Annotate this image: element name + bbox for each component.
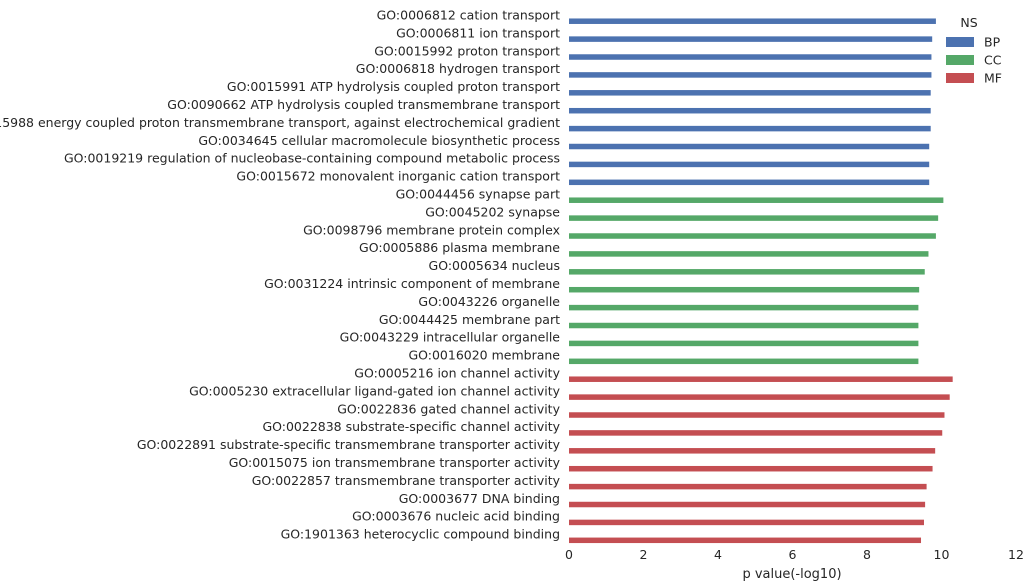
legend-title: NS — [960, 15, 977, 30]
legend-swatch — [946, 55, 974, 65]
bar — [569, 394, 950, 400]
bar — [569, 358, 919, 365]
legend-label: BP — [984, 35, 1001, 50]
legend-label: CC — [984, 53, 1002, 68]
category-label: GO:0005886 plasma membrane — [359, 240, 560, 255]
category-label: GO:0015992 proton transport — [374, 43, 560, 58]
bar — [569, 161, 930, 168]
bar — [569, 465, 933, 472]
category-label: GO:0015991 ATP hydrolysis coupled proton… — [227, 79, 560, 94]
category-label: GO:0003676 nucleic acid binding — [352, 509, 560, 524]
category-label: GO:0043229 intracellular organelle — [340, 330, 561, 345]
category-label: GO:0043226 organelle — [418, 294, 560, 309]
x-tick-label: 12 — [1008, 547, 1024, 562]
x-tick-label: 0 — [565, 547, 573, 562]
bar — [569, 143, 930, 150]
x-tick-label: 8 — [863, 547, 871, 562]
x-axis-title: p value(-log10) — [742, 567, 841, 582]
legend: NS BP CC MF — [946, 15, 1002, 86]
bars-layer — [569, 18, 953, 544]
bar — [569, 251, 929, 257]
x-tick-label: 6 — [789, 547, 797, 562]
x-axis: 0 2 4 6 8 10 12 — [565, 547, 1024, 562]
category-label: GO:0003677 DNA binding — [399, 491, 560, 506]
category-label: GO:0022857 transmembrane transporter act… — [252, 473, 561, 488]
bar — [569, 179, 930, 186]
category-label: GO:0016020 membrane — [408, 348, 560, 363]
bar — [569, 376, 953, 382]
bar — [569, 269, 925, 275]
x-tick-label: 10 — [934, 547, 950, 562]
x-tick-label: 4 — [714, 547, 722, 562]
category-label: GO:1901363 heterocyclic compound binding — [281, 527, 560, 542]
category-label: GO:0044425 membrane part — [379, 312, 560, 327]
bar — [569, 501, 926, 508]
bar — [569, 215, 939, 221]
bar — [569, 340, 919, 347]
bar — [569, 322, 919, 329]
category-label: GO:0022891 substrate-specific transmembr… — [137, 437, 561, 452]
bar — [569, 519, 924, 526]
category-label: GO:0045202 synapse — [425, 204, 560, 219]
category-label: GO:0005634 nucleus — [429, 258, 560, 273]
category-labels: GO:0006812 cation transport GO:0006811 io… — [0, 7, 561, 541]
bar — [569, 72, 932, 78]
category-label: GO:0006818 hydrogen transport — [356, 61, 560, 76]
category-label: GO:0015075 ion transmembrane transporter… — [229, 455, 561, 470]
category-label: GO:0022838 substrate-specific channel ac… — [262, 419, 560, 434]
legend-swatch — [946, 37, 974, 47]
legend-label: MF — [984, 71, 1002, 86]
bar — [569, 125, 931, 132]
category-label: GO:0098796 membrane protein complex — [303, 222, 560, 237]
category-label: GO:0044456 synapse part — [396, 186, 560, 201]
bar — [569, 233, 936, 239]
bar — [569, 197, 944, 203]
category-label: GO:0015672 monovalent inorganic cation t… — [236, 169, 560, 184]
category-label: GO:0031224 intrinsic component of membra… — [264, 276, 560, 291]
category-label: GO:0005216 ion channel activity — [354, 365, 560, 380]
bar — [569, 286, 920, 293]
bar — [569, 107, 931, 114]
bar — [569, 304, 919, 311]
bar — [569, 54, 932, 60]
category-label: GO:0015988 energy coupled proton transme… — [0, 115, 560, 130]
bar — [569, 537, 922, 544]
category-label: GO:0006812 cation transport — [377, 7, 560, 22]
category-label: GO:0019219 regulation of nucleobase-cont… — [64, 151, 560, 166]
bar — [569, 483, 927, 490]
legend-swatch — [946, 73, 974, 83]
x-tick-label: 2 — [640, 547, 648, 562]
category-label: GO:0090662 ATP hydrolysis coupled transm… — [167, 97, 560, 112]
bar — [569, 448, 936, 454]
category-label: GO:0006811 ion transport — [396, 25, 560, 40]
bar — [569, 412, 945, 418]
category-label: GO:0022836 gated channel activity — [337, 401, 560, 416]
category-label: GO:0034645 cellular macromolecule biosyn… — [198, 133, 560, 148]
category-label: GO:0005230 extracellular ligand-gated io… — [189, 383, 561, 398]
bar — [569, 430, 943, 436]
bar — [569, 90, 931, 96]
bar — [569, 36, 933, 42]
bar — [569, 18, 936, 24]
